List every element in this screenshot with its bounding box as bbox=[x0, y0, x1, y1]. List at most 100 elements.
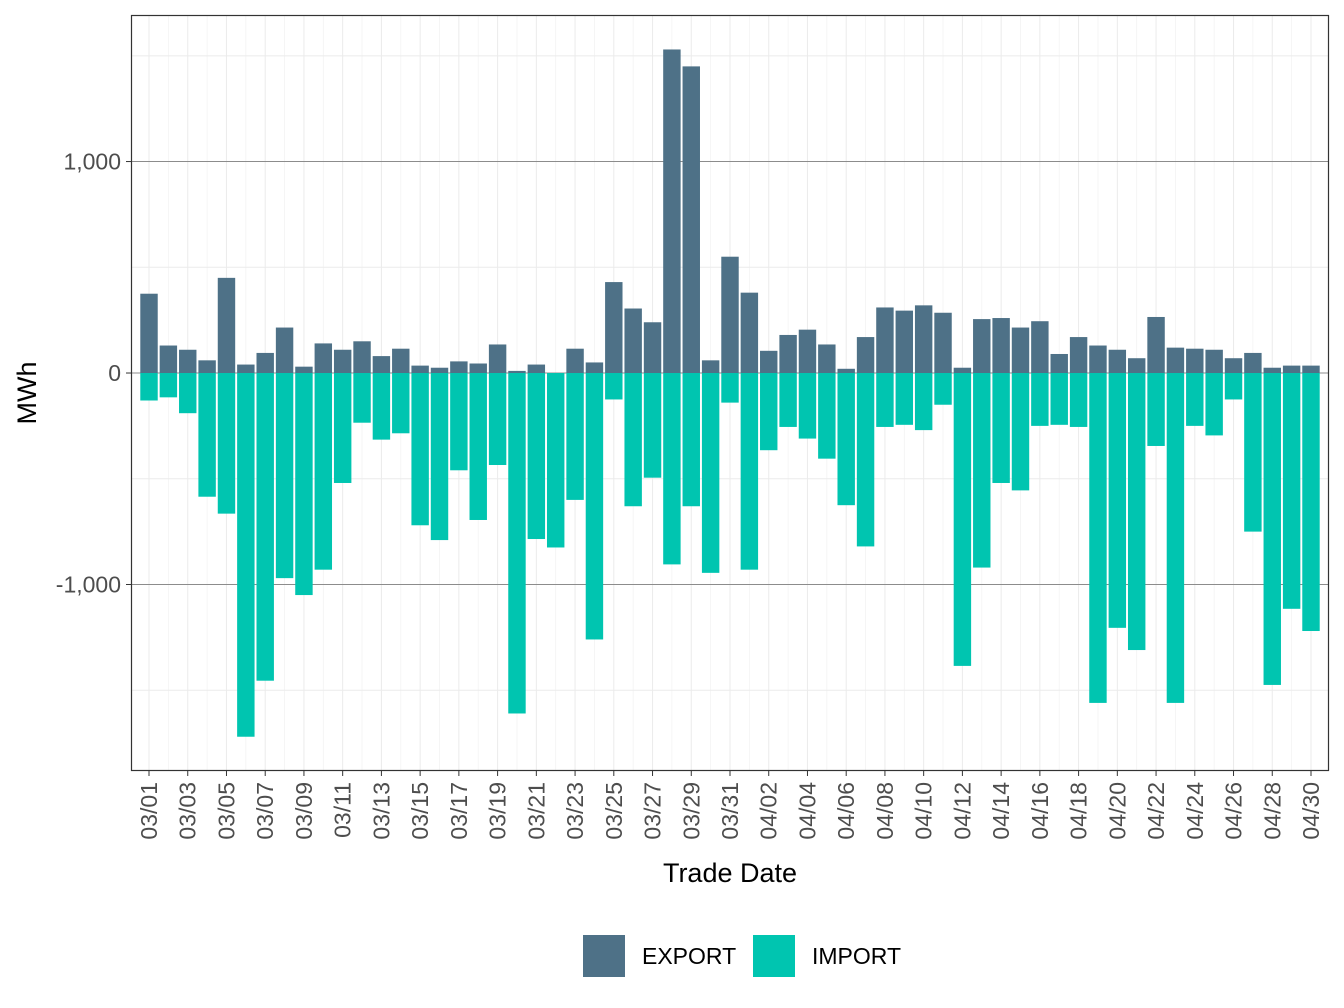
x-tick-label: 04/28 bbox=[1259, 782, 1285, 840]
import-bar-03-13 bbox=[372, 373, 391, 440]
x-tick-label: 03/15 bbox=[407, 782, 433, 840]
export-bar-04-01 bbox=[740, 292, 759, 374]
x-axis-title: Trade Date bbox=[663, 858, 797, 888]
export-bar-03-23 bbox=[566, 348, 584, 374]
import-bar-04-03 bbox=[779, 373, 797, 427]
x-tick-label: 04/14 bbox=[988, 782, 1014, 840]
export-bar-03-15 bbox=[411, 365, 429, 374]
import-bar-04-28 bbox=[1263, 373, 1281, 685]
import-bar-03-30 bbox=[701, 373, 720, 573]
axis-tick-labels: 03/01 03/03 03/05 03/07 03/09 03/11 03/13 03/15… bbox=[56, 149, 1324, 840]
import-bar-04-26 bbox=[1224, 373, 1243, 400]
export-bar-04-04 bbox=[798, 329, 817, 374]
export-bar-04-10 bbox=[914, 305, 933, 374]
import-bar-04-14 bbox=[992, 373, 1010, 483]
import-bar-04-29 bbox=[1282, 373, 1301, 609]
export-bar-03-01 bbox=[140, 293, 158, 374]
export-bar-03-10 bbox=[314, 343, 333, 374]
export-bar-03-13 bbox=[372, 356, 391, 374]
import-bar-03-01 bbox=[140, 373, 158, 401]
x-tick-label: 03/23 bbox=[562, 782, 588, 840]
x-tick-label: 03/21 bbox=[523, 782, 549, 840]
x-tick-label: 03/29 bbox=[678, 782, 704, 840]
bars bbox=[140, 49, 1320, 737]
x-tick-label: 03/01 bbox=[136, 782, 162, 840]
import-bar-03-15 bbox=[411, 373, 429, 526]
x-tick-label: 03/31 bbox=[717, 782, 743, 840]
export-bar-04-13 bbox=[973, 319, 991, 374]
export-bar-04-09 bbox=[895, 310, 914, 374]
import-bar-03-28 bbox=[663, 373, 681, 565]
x-tick-label: 03/17 bbox=[446, 782, 472, 840]
export-bar-04-03 bbox=[779, 334, 797, 374]
legend-item-export: EXPORT bbox=[583, 935, 736, 977]
x-tick-label: 03/19 bbox=[485, 782, 511, 840]
import-bar-03-11 bbox=[333, 373, 352, 483]
import-bar-03-10 bbox=[314, 373, 333, 570]
export-bar-04-21 bbox=[1127, 358, 1146, 374]
export-bar-03-17 bbox=[450, 361, 468, 374]
x-tick-label: 03/09 bbox=[291, 782, 317, 840]
x-tick-label: 04/06 bbox=[833, 782, 859, 840]
x-tick-label: 03/03 bbox=[175, 782, 201, 840]
x-tick-label: 03/13 bbox=[368, 782, 394, 840]
import-bar-04-07 bbox=[856, 373, 875, 547]
export-bar-04-08 bbox=[876, 307, 894, 374]
x-tick-label: 04/16 bbox=[1027, 782, 1053, 840]
export-bar-04-22 bbox=[1147, 316, 1165, 374]
export-bar-03-31 bbox=[721, 256, 739, 374]
y-tick-label: -1,000 bbox=[56, 571, 121, 597]
export-bar-03-18 bbox=[469, 363, 487, 374]
x-tick-label: 04/04 bbox=[794, 782, 820, 840]
import-bar-03-22 bbox=[546, 373, 565, 548]
import-bar-04-01 bbox=[740, 373, 759, 570]
export-bar-03-28 bbox=[663, 49, 681, 374]
export-bar-03-24 bbox=[585, 362, 604, 374]
legend: EXPORT IMPORT bbox=[583, 935, 901, 977]
import-bar-04-18 bbox=[1069, 373, 1088, 427]
import-bar-03-31 bbox=[721, 373, 739, 403]
legend-label-import: IMPORT bbox=[812, 943, 901, 969]
import-bar-03-25 bbox=[605, 373, 623, 400]
export-bar-04-30 bbox=[1302, 365, 1320, 374]
import-bar-03-07 bbox=[256, 373, 274, 681]
import-bar-04-19 bbox=[1089, 373, 1107, 703]
import-bar-03-21 bbox=[527, 373, 546, 540]
legend-key-import bbox=[753, 935, 795, 977]
import-bar-03-09 bbox=[295, 373, 313, 596]
export-bar-04-16 bbox=[1031, 321, 1049, 374]
export-bar-03-04 bbox=[198, 360, 216, 374]
import-bar-03-14 bbox=[392, 373, 410, 434]
legend-label-export: EXPORT bbox=[642, 943, 736, 969]
import-bar-03-19 bbox=[488, 373, 507, 466]
export-bar-03-14 bbox=[392, 348, 410, 374]
import-bar-04-22 bbox=[1147, 373, 1165, 446]
x-tick-label: 04/24 bbox=[1182, 782, 1208, 840]
export-bar-04-02 bbox=[760, 350, 778, 374]
export-bar-03-09 bbox=[295, 366, 313, 374]
export-bar-04-19 bbox=[1089, 345, 1107, 374]
import-bar-04-25 bbox=[1205, 373, 1223, 436]
export-bar-03-21 bbox=[527, 364, 546, 374]
export-bar-04-25 bbox=[1205, 349, 1223, 374]
y-axis-title: MWh bbox=[12, 362, 42, 425]
export-bar-03-27 bbox=[643, 322, 662, 374]
y-tick-label: 1,000 bbox=[63, 149, 121, 175]
export-bar-04-06 bbox=[837, 368, 855, 374]
export-bar-04-05 bbox=[818, 344, 836, 374]
import-bar-03-04 bbox=[198, 373, 216, 497]
import-bar-03-12 bbox=[353, 373, 371, 423]
export-bar-04-11 bbox=[934, 312, 952, 374]
import-bar-04-30 bbox=[1302, 373, 1320, 632]
import-bar-04-16 bbox=[1031, 373, 1049, 426]
import-bar-03-05 bbox=[217, 373, 236, 514]
export-bar-03-30 bbox=[701, 360, 720, 374]
export-bar-04-24 bbox=[1186, 348, 1204, 374]
export-bar-03-26 bbox=[624, 308, 642, 374]
x-tick-label: 04/10 bbox=[911, 782, 937, 840]
export-bar-03-06 bbox=[237, 364, 255, 374]
x-tick-label: 04/02 bbox=[756, 782, 782, 840]
export-bar-04-12 bbox=[953, 367, 972, 374]
x-tick-label: 04/20 bbox=[1104, 782, 1130, 840]
export-bar-03-11 bbox=[333, 349, 352, 374]
